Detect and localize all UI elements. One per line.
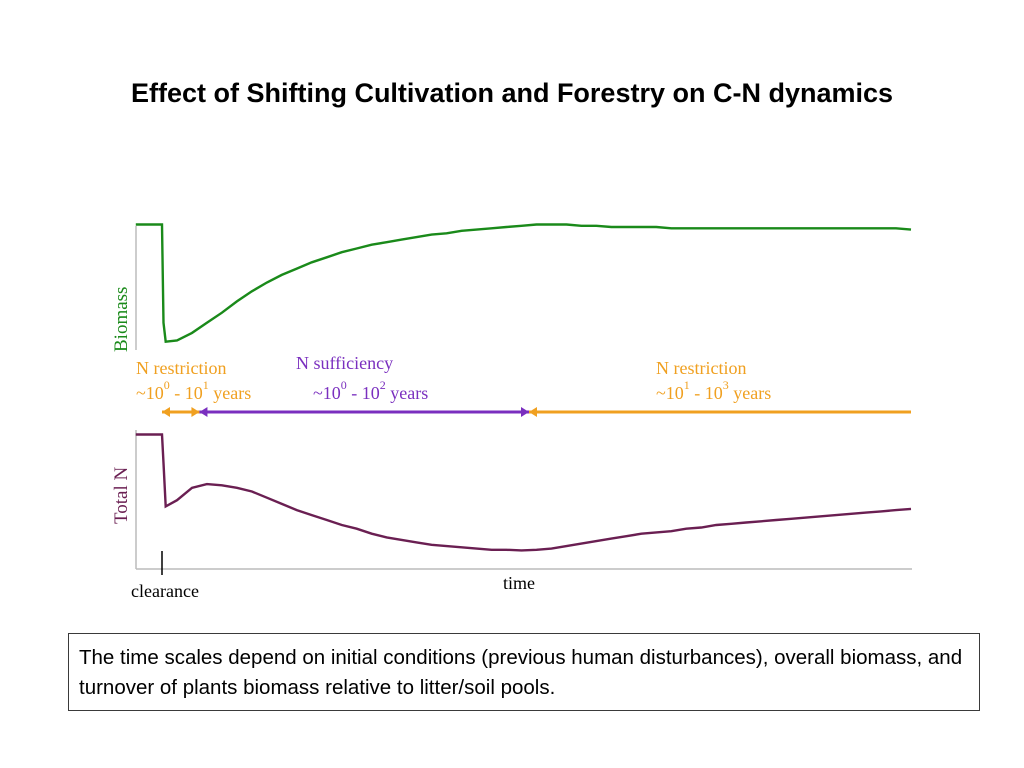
phase-1-label: N restriction [136, 358, 226, 378]
total-n-series-line [135, 433, 912, 552]
phase-2-scale-from-exp: 0 [341, 378, 347, 392]
phase-3-scale-to-exp: 3 [723, 378, 729, 392]
phase-1-arrow-head-left [162, 407, 170, 417]
phase-3-scale-base: ~10 [656, 383, 684, 403]
phase-2-scale-mid: - 10 [347, 383, 380, 403]
phase-1-scale-to-exp: 1 [203, 378, 209, 392]
phase-3-scale-from-exp: 1 [684, 378, 690, 392]
phase-3-scale-unit: years [729, 383, 771, 403]
phase-1-scale-from-exp: 0 [164, 378, 170, 392]
phase-2-arrow-head-right [521, 407, 530, 417]
phase-3-arrow-head-left [529, 407, 538, 417]
phase-1-scale: ~100 - 101 years [136, 378, 251, 403]
phase-2-scale: ~100 - 102 years [313, 378, 428, 403]
phase-3-scale-mid: - 10 [690, 383, 723, 403]
phase-2-arrow-head-left [199, 407, 208, 417]
time-axis-label: time [503, 573, 535, 593]
clearance-label: clearance [131, 581, 199, 601]
phase-2-scale-to-exp: 2 [380, 378, 386, 392]
phase-3-label: N restriction [656, 358, 746, 378]
phase-1-arrow-head-right [191, 407, 200, 417]
total-n-axis-label: Total N [111, 466, 132, 524]
phase-arrows [162, 407, 911, 417]
cn-dynamics-chart: Biomass Total N clearance time N restric… [111, 223, 912, 601]
phase-2-label: N sufficiency [296, 353, 393, 373]
slide-title: Effect of Shifting Cultivation and Fores… [130, 78, 894, 108]
phase-1-scale-mid: - 10 [170, 383, 203, 403]
phase-1-scale-base: ~10 [136, 383, 164, 403]
phase-3-scale: ~101 - 103 years [656, 378, 771, 403]
biomass-series-line [135, 223, 912, 344]
phase-2-scale-unit: years [386, 383, 428, 403]
phase-2-scale-base: ~10 [313, 383, 341, 403]
biomass-axis-label: Biomass [111, 287, 132, 352]
caption-box: The time scales depend on initial condit… [68, 633, 980, 711]
phase-1-scale-unit: years [209, 383, 251, 403]
